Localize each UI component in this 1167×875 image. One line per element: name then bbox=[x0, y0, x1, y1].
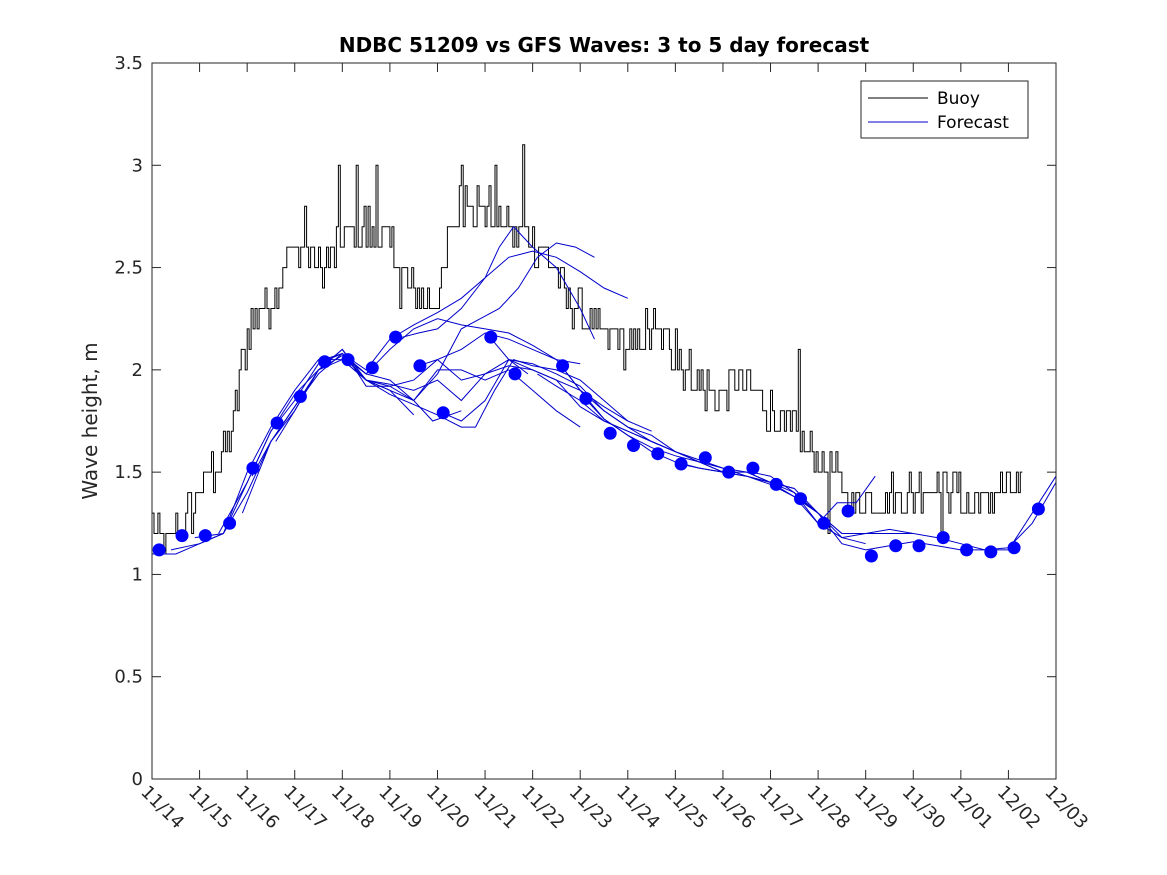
y-tick-label: 0.5 bbox=[114, 667, 143, 688]
forecast-run-line bbox=[275, 359, 629, 442]
buoy-line bbox=[152, 144, 1023, 555]
y-tick-label: 0 bbox=[132, 769, 143, 790]
forecast-marker bbox=[341, 353, 355, 367]
forecast-marker bbox=[484, 330, 498, 344]
forecast-marker bbox=[698, 451, 712, 465]
forecast-marker bbox=[152, 543, 166, 557]
legend: Buoy Forecast bbox=[860, 80, 1029, 139]
y-axis: 0 0.5 1 1.5 2 2.5 3 3.5 bbox=[114, 53, 1056, 790]
forecast-marker bbox=[746, 461, 760, 475]
forecast-marker bbox=[293, 390, 307, 403]
forecast-marker bbox=[841, 504, 855, 518]
y-tick-label: 1 bbox=[132, 564, 143, 585]
forecast-marker bbox=[794, 492, 807, 506]
plot-area bbox=[151, 62, 1057, 780]
y-tick-label: 1.5 bbox=[114, 462, 143, 483]
forecast-run-line bbox=[218, 354, 581, 534]
forecast-marker bbox=[864, 549, 878, 563]
forecast-marker bbox=[389, 330, 403, 344]
forecast-marker bbox=[651, 447, 665, 461]
forecast-marker bbox=[508, 367, 522, 381]
forecast-marker bbox=[960, 543, 974, 557]
forecast-marker bbox=[817, 516, 831, 530]
y-tick-label: 2.5 bbox=[114, 258, 143, 279]
forecast-marker bbox=[436, 406, 450, 420]
forecast-marker bbox=[889, 539, 903, 553]
forecast-marker bbox=[556, 359, 570, 373]
forecast-marker bbox=[722, 465, 736, 479]
legend-box bbox=[860, 80, 1029, 139]
forecast-marker bbox=[318, 355, 332, 369]
legend-buoy-label: Buoy bbox=[937, 89, 980, 109]
forecast-marker bbox=[365, 361, 379, 375]
legend-forecast-label: Forecast bbox=[937, 113, 1009, 133]
forecast-marker bbox=[674, 457, 688, 471]
forecast-marker bbox=[936, 531, 950, 545]
forecast-marker bbox=[912, 539, 926, 553]
forecast-marker bbox=[270, 416, 284, 430]
forecast-marker bbox=[603, 426, 617, 440]
forecast-marker bbox=[223, 516, 237, 530]
forecast-marker bbox=[579, 392, 593, 405]
forecast-marker bbox=[413, 359, 427, 373]
forecast-marker bbox=[627, 439, 640, 452]
y-tick-label: 3.5 bbox=[114, 53, 143, 74]
forecast-run-line bbox=[394, 225, 595, 340]
forecast-marker bbox=[175, 529, 189, 543]
y-axis-label: Wave height, m bbox=[78, 342, 102, 499]
forecast-marker bbox=[1007, 541, 1021, 555]
forecast-marker bbox=[984, 545, 998, 559]
y-tick-label: 2 bbox=[132, 360, 143, 381]
forecast-markers bbox=[152, 330, 1045, 563]
forecast-marker bbox=[1031, 502, 1045, 516]
buoy-series bbox=[152, 144, 1023, 555]
forecast-marker bbox=[246, 461, 260, 475]
plot-frame bbox=[151, 62, 1057, 780]
chart-title: NDBC 51209 vs GFS Waves: 3 to 5 day fore… bbox=[339, 33, 870, 57]
forecast-run-line bbox=[346, 318, 652, 432]
y-tick-label: 3 bbox=[132, 155, 143, 176]
forecast-marker bbox=[198, 529, 212, 543]
forecast-marker bbox=[769, 477, 783, 491]
